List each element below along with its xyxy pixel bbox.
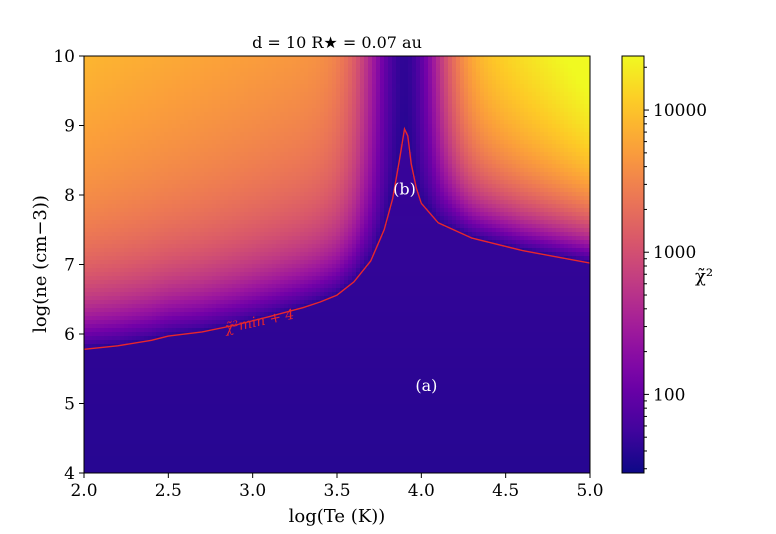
- y-tick-label: 10: [53, 47, 75, 67]
- y-tick-label: 4: [64, 464, 75, 484]
- colorbar-frame: [621, 55, 645, 474]
- chart-title: d = 10 R★ = 0.07 au: [252, 33, 422, 52]
- colorbar-tick-label: 100: [653, 385, 685, 405]
- x-tick-label: 3.5: [323, 481, 350, 501]
- x-tick-label: 2.0: [70, 481, 97, 501]
- heatmap: [84, 56, 590, 473]
- y-tick-label: 9: [64, 117, 75, 137]
- x-axis: 2.0 2.5 3.0 3.5 4.0 4.5 5.0: [70, 473, 604, 501]
- colorbar-tick-label: 10000: [653, 101, 707, 121]
- x-tick-label: 2.5: [155, 481, 182, 501]
- y-tick-label: 6: [64, 325, 75, 345]
- annotation-a: (a): [415, 376, 437, 395]
- x-tick-label: 4.0: [408, 481, 435, 501]
- x-tick-label: 4.5: [492, 481, 519, 501]
- colorbar-tick-label: 1000: [653, 243, 696, 263]
- x-tick-label: 3.0: [239, 481, 266, 501]
- y-tick-label: 7: [64, 256, 75, 276]
- colorbar-fill: [622, 56, 644, 473]
- x-axis-label: log(Te (K)): [289, 506, 386, 527]
- y-tick-label: 5: [64, 395, 75, 415]
- x-tick-label: 5.0: [576, 481, 603, 501]
- y-axis: 4 5 6 7 8 9 10: [53, 47, 84, 484]
- y-axis-label: log(ne (cm−3)): [30, 195, 51, 333]
- colorbar-label: χ̃²: [695, 266, 713, 287]
- colorbar: 100 1000 10000 χ̃²: [621, 55, 713, 474]
- contour-line: [84, 126, 590, 350]
- contour-layer: [84, 126, 590, 350]
- annotation-b: (b): [393, 179, 416, 198]
- y-tick-label: 8: [64, 186, 75, 206]
